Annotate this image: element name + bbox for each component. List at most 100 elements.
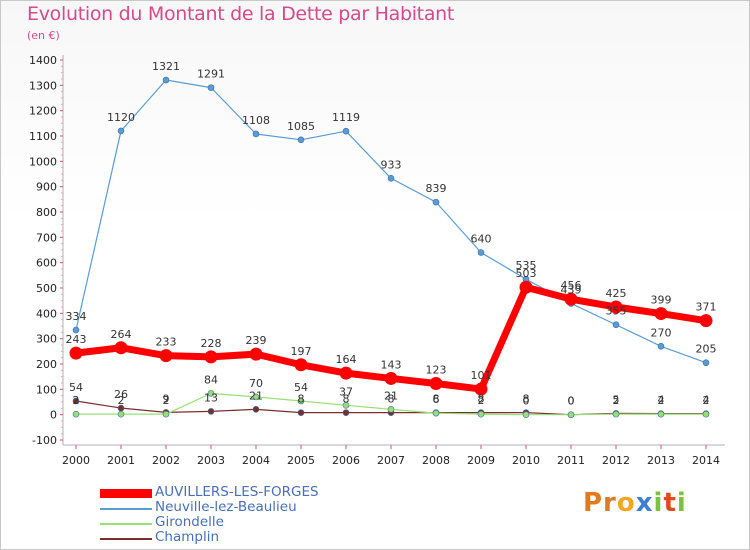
data-label-auvillers-les-forges: 143 bbox=[381, 358, 402, 371]
data-label-neuville-lez-beaulieu: 1119 bbox=[332, 111, 360, 124]
data-point-girondelle bbox=[162, 410, 170, 418]
data-label-auvillers-les-forges: 371 bbox=[696, 301, 717, 314]
data-label-neuville-lez-beaulieu: 933 bbox=[381, 158, 402, 171]
data-label-auvillers-les-forges: 164 bbox=[336, 353, 357, 366]
data-label-auvillers-les-forges: 425 bbox=[606, 287, 627, 300]
data-label-neuville-lez-beaulieu: 334 bbox=[66, 310, 87, 323]
data-point-girondelle bbox=[387, 406, 395, 413]
data-label-neuville-lez-beaulieu: 270 bbox=[651, 326, 672, 339]
data-label-champlin: 21 bbox=[249, 389, 263, 402]
x-tick-label: 2001 bbox=[107, 454, 135, 467]
chart-title: Evolution du Montant de la Dette par Hab… bbox=[27, 3, 455, 25]
data-point-girondelle bbox=[522, 411, 530, 418]
data-point-girondelle bbox=[297, 397, 305, 405]
data-label-auvillers-les-forges: 123 bbox=[426, 364, 447, 377]
data-label-champlin: 13 bbox=[204, 391, 218, 404]
y-tick-label: 800 bbox=[36, 206, 57, 219]
data-label-neuville-lez-beaulieu: 535 bbox=[516, 259, 537, 272]
data-point-auvillers-les-forges bbox=[429, 377, 443, 391]
x-tick-label: 2004 bbox=[242, 454, 270, 467]
data-point-auvillers-les-forges bbox=[564, 292, 578, 306]
data-label-champlin: 4 bbox=[658, 394, 665, 407]
y-tick-label: 1100 bbox=[29, 130, 57, 143]
data-point-girondelle bbox=[612, 410, 620, 418]
data-label-champlin: 54 bbox=[69, 381, 83, 394]
x-tick-label: 2012 bbox=[602, 454, 630, 467]
data-label-neuville-lez-beaulieu: 1108 bbox=[242, 114, 270, 127]
data-label-neuville-lez-beaulieu: 1085 bbox=[287, 120, 315, 133]
data-label-girondelle: 0 bbox=[568, 395, 575, 408]
y-tick-label: 700 bbox=[36, 231, 57, 244]
data-label-auvillers-les-forges: 101 bbox=[471, 369, 492, 382]
data-point-auvillers-les-forges bbox=[654, 307, 668, 321]
data-point-champlin bbox=[342, 409, 350, 416]
logo-letter: Pr bbox=[583, 488, 617, 518]
data-label-girondelle: 84 bbox=[204, 373, 218, 386]
data-label-neuville-lez-beaulieu: 205 bbox=[696, 343, 717, 356]
y-tick-label: -100 bbox=[32, 434, 57, 447]
data-label-champlin: 26 bbox=[114, 388, 128, 401]
data-label-auvillers-les-forges: 197 bbox=[291, 345, 312, 358]
data-point-neuville-lez-beaulieu bbox=[117, 127, 125, 135]
logo-letter: t bbox=[663, 488, 677, 518]
data-point-neuville-lez-beaulieu bbox=[387, 175, 395, 182]
data-point-auvillers-les-forges bbox=[474, 382, 488, 396]
data-label-girondelle: 2 bbox=[73, 394, 80, 407]
data-label-neuville-lez-beaulieu: 839 bbox=[426, 182, 447, 195]
data-label-champlin: 5 bbox=[613, 393, 620, 406]
data-label-neuville-lez-beaulieu: 439 bbox=[561, 283, 582, 296]
data-point-auvillers-les-forges bbox=[159, 349, 173, 363]
data-point-auvillers-les-forges bbox=[384, 371, 398, 385]
data-label-champlin: 8 bbox=[523, 393, 530, 406]
data-label-girondelle: 54 bbox=[294, 381, 308, 394]
x-tick-label: 2009 bbox=[467, 454, 495, 467]
y-tick-label: 1000 bbox=[29, 155, 57, 168]
y-tick-label: 1300 bbox=[29, 79, 57, 92]
data-point-champlin bbox=[297, 409, 305, 416]
data-point-neuville-lez-beaulieu bbox=[432, 198, 440, 206]
data-point-neuville-lez-beaulieu bbox=[342, 127, 350, 135]
data-point-neuville-lez-beaulieu bbox=[252, 130, 260, 138]
y-tick-label: 500 bbox=[36, 282, 57, 295]
data-point-auvillers-les-forges bbox=[609, 300, 623, 314]
data-label-girondelle: 2 bbox=[478, 394, 485, 407]
data-point-girondelle bbox=[567, 411, 575, 418]
data-label-neuville-lez-beaulieu: 1291 bbox=[197, 68, 225, 81]
data-point-auvillers-les-forges bbox=[294, 358, 308, 372]
data-label-champlin: 8 bbox=[298, 393, 305, 406]
y-tick-label: 1200 bbox=[29, 105, 57, 118]
data-label-girondelle: 37 bbox=[339, 385, 353, 398]
data-point-neuville-lez-beaulieu bbox=[297, 136, 305, 144]
data-point-neuville-lez-beaulieu bbox=[162, 76, 170, 84]
chart-subtitle: (en €) bbox=[27, 29, 60, 42]
series-line-neuville-lez-beaulieu bbox=[75, 79, 707, 364]
data-point-girondelle bbox=[657, 410, 665, 418]
data-point-auvillers-les-forges bbox=[204, 350, 218, 364]
data-point-champlin bbox=[207, 408, 215, 415]
x-tick-label: 2007 bbox=[377, 454, 405, 467]
data-point-neuville-lez-beaulieu bbox=[702, 359, 710, 367]
x-tick-label: 2000 bbox=[62, 454, 90, 467]
legend-swatch bbox=[100, 538, 152, 540]
logo-letter: i bbox=[676, 488, 687, 518]
data-label-girondelle: 6 bbox=[433, 393, 440, 406]
data-point-auvillers-les-forges bbox=[519, 280, 533, 294]
logo-letter: i bbox=[653, 488, 664, 518]
data-label-champlin: 8 bbox=[343, 393, 350, 406]
data-label-girondelle: 21 bbox=[384, 389, 398, 402]
data-label-auvillers-les-forges: 228 bbox=[201, 337, 222, 350]
data-label-neuville-lez-beaulieu: 1321 bbox=[152, 60, 180, 73]
data-label-auvillers-les-forges: 239 bbox=[246, 334, 267, 347]
legend-swatch bbox=[100, 508, 152, 510]
data-point-girondelle bbox=[342, 401, 350, 409]
data-point-auvillers-les-forges bbox=[249, 347, 263, 361]
data-label-champlin: 0 bbox=[568, 395, 575, 408]
data-label-girondelle: 2 bbox=[703, 394, 710, 407]
data-point-girondelle bbox=[252, 393, 260, 401]
data-label-girondelle: 2 bbox=[118, 394, 125, 407]
data-label-champlin: 9 bbox=[163, 392, 170, 405]
legend-swatch bbox=[100, 523, 152, 525]
data-label-auvillers-les-forges: 456 bbox=[561, 279, 582, 292]
x-tick-label: 2014 bbox=[692, 454, 720, 467]
